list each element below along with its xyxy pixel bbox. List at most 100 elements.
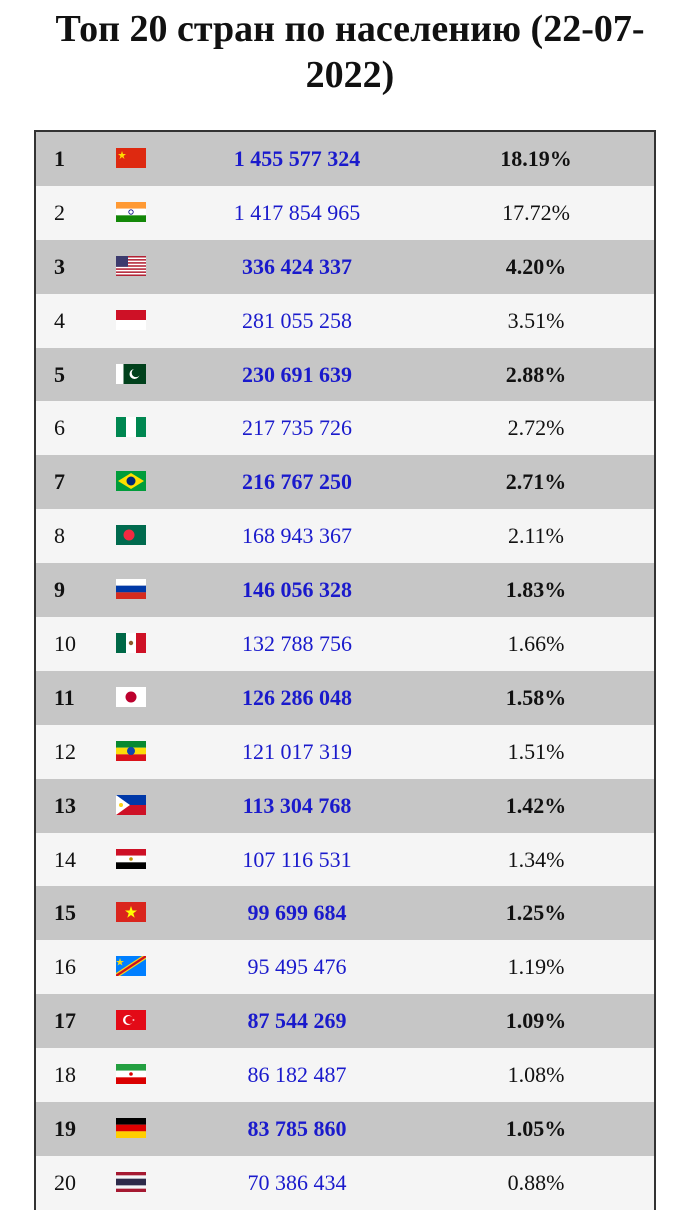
table-row: 15 99 699 684 1.25% — [36, 886, 654, 941]
percent-cell: 1.42% — [505, 792, 567, 818]
japan-flag-icon — [116, 686, 146, 707]
table-row: 16 95 495 476 1.19% — [36, 940, 654, 995]
percent-cell: 2.88% — [505, 361, 567, 387]
population-cell: 126 286 048 — [242, 684, 352, 710]
table-row: 11 126 286 048 1.58% — [36, 670, 654, 725]
population-cell: 146 056 328 — [242, 577, 352, 603]
population-cell: 86 182 487 — [247, 1062, 347, 1088]
population-cell: 87 544 269 — [247, 1008, 347, 1034]
rank-cell: 16 — [54, 954, 76, 980]
russia-flag-icon — [116, 579, 146, 600]
table-row: 6 217 735 726 2.72% — [36, 401, 654, 456]
rank-cell: 9 — [54, 577, 65, 603]
population-table: 1 1 455 577 324 18.19% 2 1 417 854 965 17.72%… — [34, 130, 656, 1210]
iran-flag-icon — [116, 1064, 146, 1085]
table-row: 5 230 691 639 2.88% — [36, 347, 654, 402]
percent-cell: 1.25% — [505, 900, 567, 926]
mexico-flag-icon — [116, 633, 146, 654]
table-row: 2 1 417 854 965 17.72% — [36, 185, 654, 240]
germany-flag-icon — [116, 1118, 146, 1139]
table-row: 3 336 424 337 4.20% — [36, 239, 654, 294]
percent-cell: 1.08% — [507, 1062, 565, 1088]
percent-cell: 2.11% — [507, 523, 564, 549]
population-cell: 217 735 726 — [242, 415, 352, 441]
percent-cell: 1.83% — [505, 577, 567, 603]
percent-cell: 2.72% — [507, 415, 565, 441]
usa-flag-icon — [116, 255, 146, 276]
india-flag-icon — [116, 201, 146, 222]
population-cell: 95 495 476 — [247, 954, 347, 980]
population-cell: 83 785 860 — [247, 1116, 347, 1142]
population-cell: 121 017 319 — [242, 738, 352, 764]
population-cell: 107 116 531 — [242, 846, 352, 872]
nigeria-flag-icon — [116, 417, 146, 438]
percent-cell: 1.05% — [505, 1116, 567, 1142]
table-row: 8 168 943 367 2.11% — [36, 509, 654, 564]
bangladesh-flag-icon — [116, 525, 146, 546]
rank-cell: 7 — [54, 469, 65, 495]
rank-cell: 15 — [54, 900, 76, 926]
table-row: 19 83 785 860 1.05% — [36, 1102, 654, 1156]
table-row: 7 216 767 250 2.71% — [36, 455, 654, 510]
rank-cell: 20 — [54, 1169, 76, 1195]
percent-cell: 4.20% — [505, 253, 567, 279]
percent-cell: 2.71% — [505, 469, 567, 495]
population-cell: 99 699 684 — [247, 900, 347, 926]
dr-congo-flag-icon — [116, 956, 146, 977]
table-row: 13 113 304 768 1.42% — [36, 778, 654, 833]
turkey-flag-icon — [116, 1010, 146, 1031]
rank-cell: 4 — [54, 307, 65, 333]
pakistan-flag-icon — [116, 363, 146, 384]
rank-cell: 12 — [54, 738, 76, 764]
vietnam-flag-icon — [116, 902, 146, 923]
population-cell: 1 417 854 965 — [233, 199, 361, 225]
population-cell: 230 691 639 — [242, 361, 352, 387]
rank-cell: 2 — [54, 199, 65, 225]
percent-cell: 1.58% — [505, 684, 567, 710]
population-cell: 70 386 434 — [247, 1169, 347, 1195]
egypt-flag-icon — [116, 848, 146, 869]
table-row: 4 281 055 258 3.51% — [36, 293, 654, 348]
percent-cell: 1.51% — [507, 738, 565, 764]
table-row: 1 1 455 577 324 18.19% — [36, 132, 654, 186]
population-cell: 281 055 258 — [242, 307, 352, 333]
table-row: 12 121 017 319 1.51% — [36, 724, 654, 779]
rank-cell: 17 — [54, 1008, 76, 1034]
brazil-flag-icon — [116, 471, 146, 492]
population-cell: 336 424 337 — [242, 253, 352, 279]
population-cell: 168 943 367 — [242, 523, 352, 549]
rank-cell: 18 — [54, 1062, 76, 1088]
rank-cell: 19 — [54, 1116, 76, 1142]
population-cell: 1 455 577 324 — [233, 146, 361, 171]
table-row: 10 132 788 756 1.66% — [36, 617, 654, 671]
rank-cell: 14 — [54, 846, 76, 872]
table-row: 18 86 182 487 1.08% — [36, 1048, 654, 1103]
rank-cell: 6 — [54, 415, 65, 441]
rank-cell: 1 — [54, 146, 65, 171]
rank-cell: 3 — [54, 253, 65, 279]
indonesia-flag-icon — [116, 309, 146, 330]
percent-cell: 3.51% — [507, 307, 565, 333]
percent-cell: 18.19% — [500, 146, 572, 171]
percent-cell: 1.09% — [505, 1008, 567, 1034]
percent-cell: 1.19% — [507, 954, 565, 980]
percent-cell: 0.88% — [507, 1169, 565, 1195]
page-title-line2: 2022) — [305, 54, 395, 96]
rank-cell: 13 — [54, 792, 76, 818]
table-row: 20 70 386 434 0.88% — [36, 1155, 654, 1210]
table-row: 9 146 056 328 1.83% — [36, 563, 654, 618]
ethiopia-flag-icon — [116, 740, 146, 761]
philippines-flag-icon — [116, 794, 146, 815]
thailand-flag-icon — [116, 1171, 146, 1192]
rank-cell: 8 — [54, 523, 65, 549]
percent-cell: 17.72% — [502, 199, 570, 225]
china-flag-icon — [116, 148, 146, 168]
table-row: 17 87 544 269 1.09% — [36, 994, 654, 1049]
population-cell: 113 304 768 — [242, 792, 352, 818]
percent-cell: 1.66% — [507, 631, 565, 657]
population-cell: 132 788 756 — [242, 631, 352, 657]
page-title-line1: Топ 20 стран по населению (22-07- — [55, 8, 645, 50]
rank-cell: 5 — [54, 361, 65, 387]
page-title: Топ 20 стран по населению (22-07- 2022) — [0, 6, 700, 98]
population-cell: 216 767 250 — [242, 469, 352, 495]
